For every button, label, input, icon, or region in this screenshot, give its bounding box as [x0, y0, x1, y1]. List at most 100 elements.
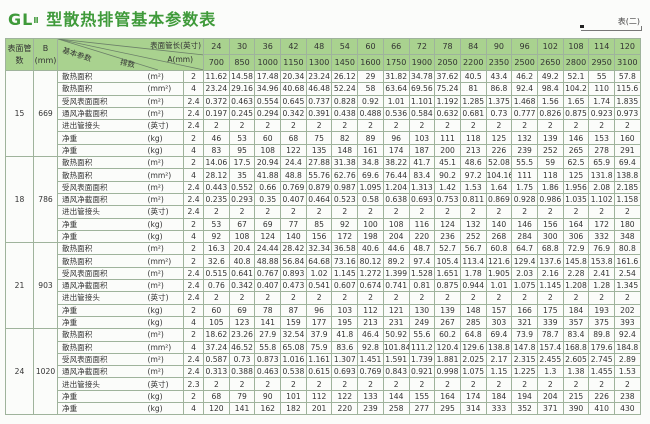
value-cell: 83.6: [331, 340, 359, 354]
row-count-cell: 4: [182, 143, 205, 158]
value-cell: 0.342: [228, 279, 256, 293]
value-cell: 2: [511, 377, 538, 391]
param-unit: (m²): [147, 156, 184, 170]
table-row: 受风表面面积 (m²) 2.4 0.515 0.641 0.767 0.893 1.02 1.1…: [6, 266, 641, 281]
param-label: 散热面积: [57, 82, 148, 96]
header-length: 78: [434, 38, 461, 55]
value-cell: 2: [459, 119, 487, 133]
value-cell: 92.4: [511, 82, 538, 96]
title-text: 型散热排管基本参数表: [46, 10, 217, 29]
param-unit: (英寸): [147, 377, 184, 391]
tube-count-cell: 15: [5, 69, 34, 158]
table-row: 通风净截面积 (m²) 2.4 0.197 0.245 0.294 0.342 0.391 0.…: [6, 106, 641, 121]
row-count-cell: 2: [182, 328, 205, 342]
value-cell: 52.24: [331, 82, 359, 96]
value-cell: 2.185: [614, 180, 641, 194]
value-cell: 90.2: [434, 168, 461, 182]
value-cell: 18.62: [203, 328, 230, 342]
value-cell: 129.6: [459, 340, 487, 354]
value-cell: 52.08: [485, 156, 513, 170]
header-a-mm: 2350: [485, 54, 513, 71]
value-cell: 75.24: [434, 82, 461, 96]
param-label: 净重: [57, 402, 148, 416]
value-cell: 113.4: [459, 254, 487, 268]
value-cell: 67: [228, 217, 256, 231]
value-cell: 0.538: [280, 365, 307, 379]
value-cell: 172: [331, 229, 359, 244]
value-cell: 55.76: [305, 168, 333, 182]
parameter-table: 表面管数 B (mm) 表面管长(英寸) A(mm) 排数 基本参数 24 30 36…: [5, 38, 641, 416]
value-cell: 0.753: [434, 192, 461, 207]
table-row: 净重 (kg) 2 68 79 90 101 112 122 133 144 155 164 174 184…: [6, 389, 641, 404]
value-cell: 1.64: [485, 180, 513, 194]
row-count-cell: 2.3: [182, 377, 205, 391]
value-cell: 0.443: [203, 180, 230, 194]
value-cell: 1.375: [485, 94, 513, 108]
table-row: 受风表面面积 (m²) 2.4 0.443 0.552 0.66 0.769 0.879 0.9…: [6, 180, 641, 194]
value-cell: 0.73: [485, 106, 513, 121]
value-cell: 1.455: [588, 365, 616, 379]
tube-count-cell: 21: [5, 242, 34, 330]
value-cell: 2.315: [511, 352, 538, 367]
value-cell: 132: [459, 217, 487, 231]
value-cell: 1.095: [357, 180, 384, 194]
value-cell: 69.56: [408, 82, 436, 96]
value-cell: 268: [485, 229, 513, 244]
row-count-cell: 4: [182, 168, 205, 182]
param-label: 净重: [57, 143, 148, 158]
value-cell: 1.86: [536, 180, 564, 194]
value-cell: 0.76: [203, 279, 230, 293]
value-cell: 1.956: [562, 180, 590, 194]
value-cell: 2: [614, 205, 641, 219]
table-row: 净重 (kg) 2 60 69 78 87 96 103 112 121 130 139 148 157 16…: [6, 303, 641, 317]
table-row: 净重 (kg) 4 105 123 141 159 177 195 213 231 249 267 285…: [6, 315, 641, 330]
value-cell: 332: [588, 229, 616, 244]
value-cell: 184.8: [614, 340, 641, 354]
value-cell: 2: [408, 291, 436, 305]
value-cell: 2: [357, 377, 384, 391]
value-cell: 76.9: [588, 242, 616, 256]
row-count-cell: 4: [182, 315, 205, 330]
row-count-cell: 2.4: [182, 266, 205, 281]
value-cell: 2: [254, 205, 282, 219]
row-count-cell: 2.4: [182, 365, 205, 379]
row-count-cell: 2: [182, 389, 205, 404]
value-cell: 0.987: [331, 180, 359, 194]
value-cell: 115.6: [614, 82, 641, 96]
value-cell: 0.632: [434, 106, 461, 121]
value-cell: 59: [536, 156, 564, 170]
value-cell: 111: [511, 168, 538, 182]
value-cell: 64.7: [511, 242, 538, 256]
value-cell: 371: [536, 402, 564, 416]
value-cell: 105.4: [434, 254, 461, 268]
value-cell: 48.8: [280, 168, 307, 182]
value-cell: 111.2: [408, 340, 436, 354]
value-cell: 2.28: [562, 266, 590, 281]
value-cell: 118: [536, 168, 564, 182]
value-cell: 333: [485, 402, 513, 416]
value-cell: 1.313: [408, 180, 436, 194]
value-cell: 29.16: [228, 82, 256, 96]
value-cell: 201: [305, 402, 333, 416]
param-label: 散热面积: [57, 156, 148, 170]
value-cell: 164: [562, 217, 590, 231]
value-cell: 55.5: [511, 156, 538, 170]
value-cell: 138.8: [614, 168, 641, 182]
value-cell: 38.22: [382, 156, 410, 170]
value-cell: 2: [203, 291, 230, 305]
param-label: 通风净截面积: [57, 192, 148, 207]
value-cell: 20.94: [254, 156, 282, 170]
value-cell: 0.767: [254, 266, 282, 281]
value-cell: 220: [408, 229, 436, 244]
value-cell: 162: [254, 402, 282, 416]
param-unit: (mm²): [147, 82, 184, 96]
value-cell: 2: [280, 205, 307, 219]
value-cell: 2: [331, 377, 359, 391]
value-cell: 164: [434, 389, 461, 404]
value-cell: 1.204: [382, 180, 410, 194]
value-cell: 133: [357, 389, 384, 404]
row-count-cell: 2.4: [182, 180, 205, 194]
value-cell: 124: [254, 229, 282, 244]
row-count-cell: 2.4: [182, 291, 205, 305]
value-cell: 1.145: [536, 279, 564, 293]
